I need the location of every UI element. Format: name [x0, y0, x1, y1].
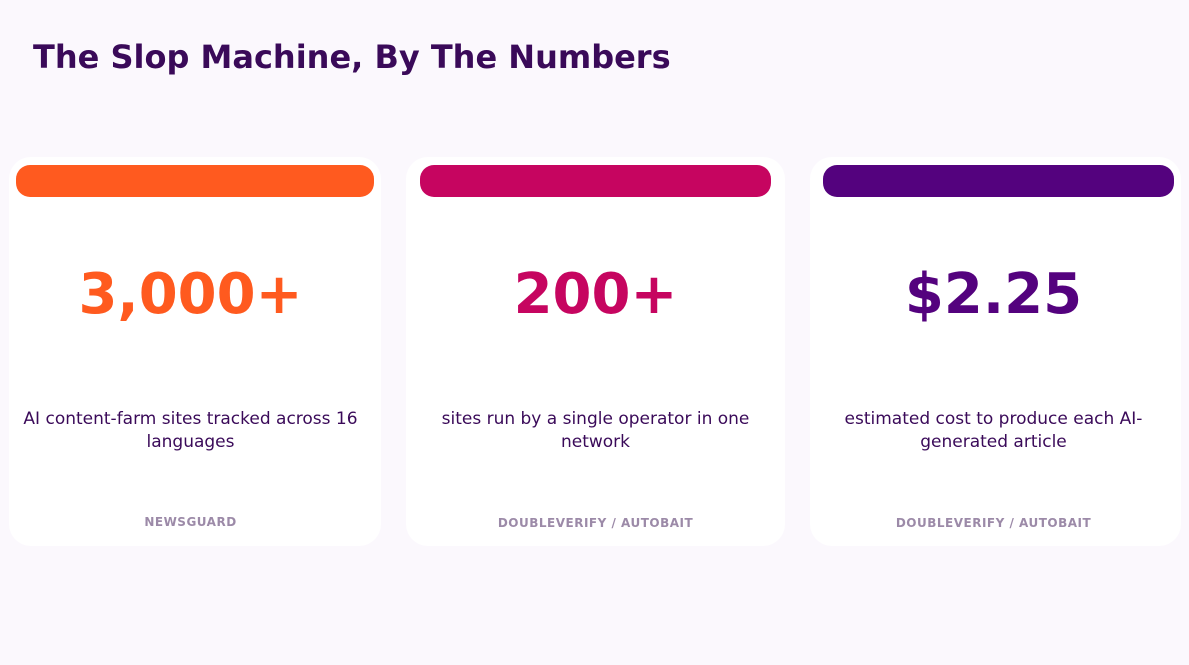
stat-description: AI content-farm sites tracked across 16 …	[23, 409, 358, 452]
card-accent-bar	[16, 165, 374, 197]
stat-source: DOUBLEVERIFY / AUTOBAIT	[497, 516, 694, 530]
stat-card-operator: 200+ sites run by a single operator in o…	[406, 157, 785, 546]
card-accent-bar	[420, 165, 771, 197]
stat-value: $2.25	[904, 262, 1083, 327]
stat-description: estimated cost to produce each AI-genera…	[844, 409, 1143, 452]
stat-source: NEWSGUARD	[144, 515, 237, 529]
card-accent-bar	[823, 165, 1174, 197]
stat-card-sites: 3,000+ AI content-farm sites tracked acr…	[9, 157, 381, 546]
stat-value: 3,000+	[78, 262, 303, 327]
stat-value: 200+	[513, 262, 678, 327]
page-title: The Slop Machine, By The Numbers	[33, 38, 671, 76]
stat-source: DOUBLEVERIFY / AUTOBAIT	[895, 516, 1092, 530]
stat-card-cost: $2.25 estimated cost to produce each AI-…	[810, 157, 1181, 546]
stat-description: sites run by a single operator in one ne…	[441, 409, 750, 452]
